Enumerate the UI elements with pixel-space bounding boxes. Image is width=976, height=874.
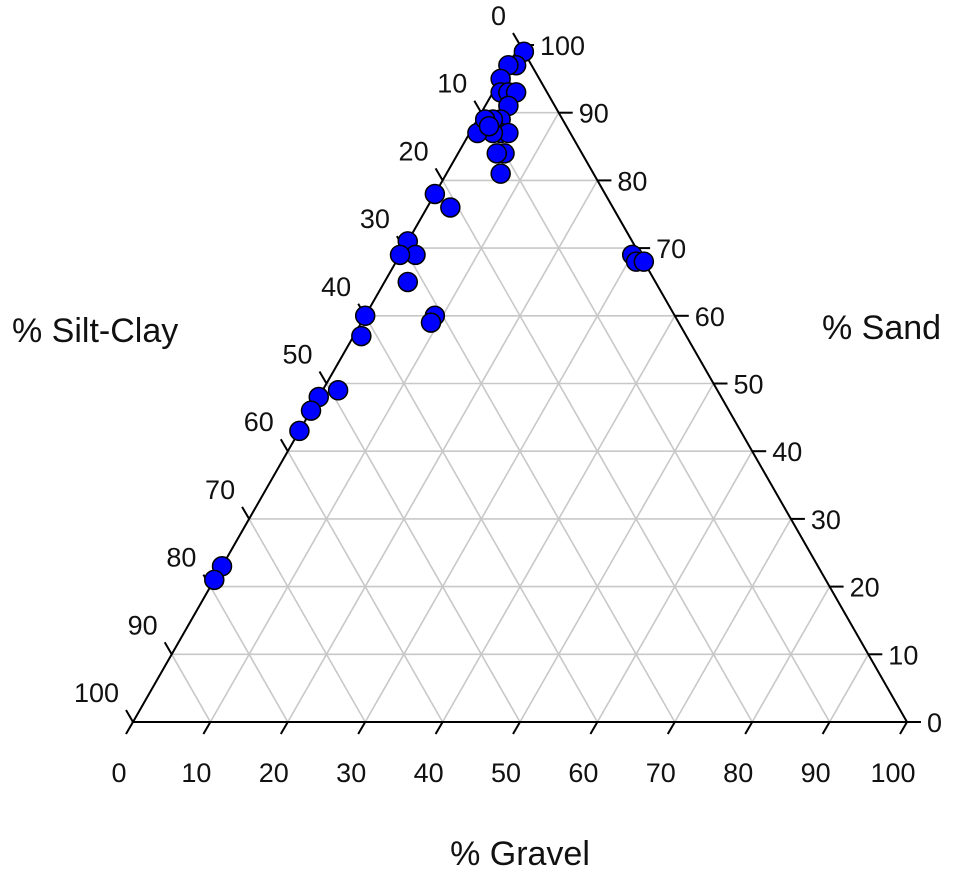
gravel-tick [744,721,754,735]
data-point [354,305,376,327]
gravel-tick [434,721,444,735]
silt-clay-tick [279,438,289,452]
grid-line-silt-clay [403,247,676,723]
sand-tick-label: 80 [617,166,647,196]
grid-line-silt-clay [209,586,289,723]
gravel-tick-label: 80 [723,758,753,788]
silt-clay-tick-label: 10 [437,69,467,99]
silt-clay-tick [434,167,444,181]
data-points [204,41,655,591]
gravel-tick [125,721,134,735]
data-point [420,312,442,333]
silt-clay-axis-title: % Silt-Clay [12,312,178,350]
data-point [289,420,310,442]
data-point [490,163,511,184]
silt-clay-tick-label: 30 [360,204,390,234]
data-point [351,325,372,347]
grid-line-gravel [674,518,792,723]
silt-clay-tick-label: 50 [282,340,312,370]
grid-line-gravel [209,112,560,723]
sand-tick-label: 90 [579,99,609,129]
grid-line-silt-clay [480,112,831,723]
data-point [633,251,655,272]
gravel-tick [589,721,599,735]
sand-axis-title: % Sand [822,309,941,347]
silt-clay-tick-label: 70 [205,475,235,505]
grid-line-gravel [364,247,637,723]
tick-labels: 0 0 0 10 10 10 20 20 20 30 30 30 40 40 40 50 50 50 60 60 60 7… [74,1,942,788]
gravel-tick-label: 100 [870,758,915,788]
data-point [440,197,461,218]
silt-clay-tick-label: 20 [399,136,429,166]
gravel-tick [512,721,521,735]
data-point [204,569,225,591]
silt-clay-tick-label: 80 [166,543,196,573]
silt-clay-tick [241,506,250,520]
gravel-tick-label: 0 [111,758,126,788]
data-point [397,271,419,293]
data-point [327,380,349,401]
grid-line-gravel [596,450,753,723]
data-point [300,400,322,421]
gravel-axis-title: % Gravel [450,835,590,873]
grid-line-gravel [751,586,831,723]
data-point [486,143,508,164]
gravel-tick-label: 50 [491,758,521,788]
silt-clay-tick [163,641,173,655]
data-point [389,244,411,266]
sand-tick-label: 100 [540,31,585,61]
data-point [478,115,500,137]
sand-tick-label: 20 [850,573,880,603]
grid-line-silt-clay [248,518,366,723]
silt-clay-tick-label: 40 [321,272,351,302]
gravel-tick-label: 70 [646,758,676,788]
silt-clay-tick [125,709,134,723]
silt-clay-tick-label: 90 [128,610,158,640]
gravel-tick [202,721,212,735]
gravel-tick [899,721,908,735]
gravel-tick-label: 90 [801,758,831,788]
gravel-tick-label: 30 [336,758,366,788]
sand-tick-label: 40 [772,437,802,467]
silt-clay-tick-label: 60 [244,407,274,437]
sand-tick-label: 10 [888,640,918,670]
grid [171,111,869,723]
silt-clay-tick-label: 100 [74,678,119,708]
sand-tick-label: 0 [927,708,942,738]
silt-clay-tick [318,370,328,385]
sand-tick-label: 70 [656,234,686,264]
grid-line-gravel [828,653,869,723]
gravel-tick-label: 10 [181,758,211,788]
gravel-tick-label: 40 [414,758,444,788]
grid-line-silt-clay [171,653,212,723]
grid-line-silt-clay [325,383,521,723]
gravel-tick [357,721,367,735]
silt-clay-tick-label: 0 [491,1,506,31]
gravel-tick [666,721,676,735]
gravel-tick-label: 60 [568,758,598,788]
sand-tick-label: 50 [734,370,764,400]
grid-line-gravel [519,383,715,723]
gravel-tick-label: 20 [259,758,289,788]
gravel-tick [821,721,831,735]
data-point [424,183,446,205]
grid-line-silt-clay [287,450,444,723]
sand-tick-label: 60 [695,302,725,332]
gravel-tick [279,721,289,735]
sand-tick-label: 30 [811,505,841,535]
